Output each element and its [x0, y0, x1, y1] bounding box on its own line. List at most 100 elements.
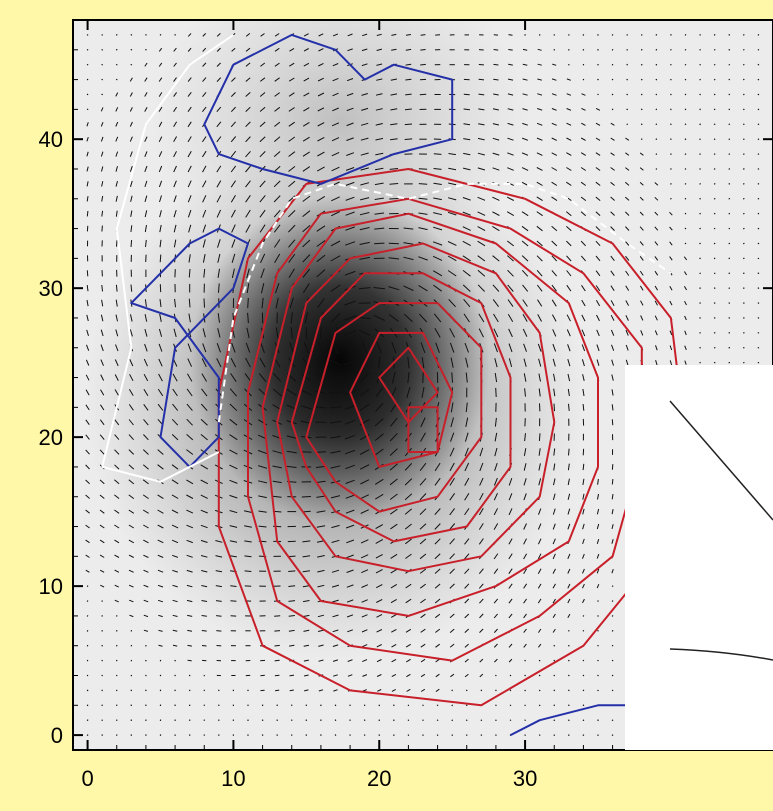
- vector-segment: [217, 268, 220, 278]
- vector-segment: [347, 341, 353, 355]
- vector-segment: [670, 34, 672, 36]
- vector-segment: [216, 180, 222, 188]
- vector-segment: [86, 630, 89, 632]
- vector-segment: [331, 166, 340, 172]
- vector-segment: [288, 224, 296, 233]
- vector-segment: [171, 509, 179, 514]
- vector-segment: [522, 299, 528, 307]
- vector-segment: [144, 225, 147, 233]
- vector-segment: [595, 137, 601, 141]
- vector-segment: [670, 93, 672, 96]
- vector-segment: [332, 92, 339, 97]
- vector-segment: [699, 34, 701, 36]
- vector-segment: [462, 226, 471, 231]
- vector-segment: [611, 374, 614, 381]
- vector-segment: [699, 78, 701, 81]
- vector-segment: [418, 227, 428, 231]
- vector-segment: [230, 600, 237, 602]
- vector-segment: [143, 599, 149, 603]
- vector-segment: [376, 341, 382, 354]
- vector-segment: [538, 643, 542, 648]
- vector-segment: [447, 255, 457, 262]
- vector-segment: [463, 93, 470, 96]
- vector-segment: [610, 329, 615, 336]
- vector-segment: [260, 253, 266, 264]
- vector-segment: [582, 598, 585, 604]
- vector-segment: [580, 152, 586, 156]
- vector-segment: [245, 209, 251, 218]
- vector-segment: [639, 152, 644, 156]
- vector-segment: [699, 63, 701, 66]
- vector-segment: [101, 284, 103, 292]
- vector-segment: [566, 226, 572, 232]
- vector-segment: [346, 554, 354, 559]
- vector-segment: [145, 48, 147, 51]
- vector-segment: [713, 78, 716, 81]
- vector-segment: [596, 344, 600, 352]
- vector-segment: [390, 78, 397, 81]
- vector-segment: [581, 93, 586, 96]
- vector-segment: [553, 719, 556, 722]
- vector-segment: [173, 239, 177, 248]
- vector-segment: [115, 284, 118, 292]
- vector-segment: [479, 658, 484, 663]
- vector-segment: [159, 313, 162, 322]
- vector-segment: [449, 508, 455, 516]
- vector-segment: [303, 107, 310, 112]
- vector-segment: [86, 63, 89, 66]
- vector-segment: [478, 78, 485, 81]
- vector-segment: [86, 210, 89, 217]
- vector-segment: [403, 313, 413, 323]
- vector-segment: [625, 226, 630, 231]
- vector-segment: [582, 403, 585, 411]
- vector-segment: [142, 479, 149, 485]
- vector-segment: [597, 600, 599, 602]
- vector-segment: [670, 138, 672, 141]
- vector-segment: [523, 448, 527, 456]
- vector-segment: [552, 553, 556, 560]
- vector-segment: [419, 538, 427, 545]
- vector-segment: [216, 615, 222, 617]
- vector-segment: [158, 644, 163, 647]
- vector-segment: [259, 151, 266, 158]
- vector-segment: [346, 122, 354, 127]
- vector-segment: [345, 226, 355, 231]
- vector-segment: [100, 151, 104, 157]
- vector-segment: [538, 388, 541, 397]
- vector-segment: [100, 122, 104, 127]
- vector-segment: [274, 92, 280, 97]
- vector-segment: [344, 360, 357, 366]
- vector-segment: [699, 153, 701, 155]
- vector-segment: [743, 302, 745, 304]
- vector-segment: [611, 108, 614, 111]
- vector-segment: [344, 270, 356, 276]
- vector-segment: [390, 123, 398, 126]
- vector-segment: [187, 209, 192, 218]
- vector-segment: [257, 449, 268, 455]
- vector-segment: [159, 299, 162, 308]
- vector-segment: [422, 719, 424, 722]
- vector-segment: [434, 583, 441, 589]
- vector-segment: [303, 342, 309, 354]
- vector-segment: [114, 464, 120, 470]
- vector-segment: [493, 49, 499, 51]
- vector-segment: [713, 123, 716, 126]
- vector-segment: [404, 463, 413, 471]
- vector-segment: [639, 167, 644, 171]
- vector-segment: [640, 123, 643, 126]
- vector-segment: [218, 283, 220, 293]
- vector-segment: [757, 212, 760, 215]
- vector-segment: [728, 242, 731, 245]
- vector-segment: [114, 389, 119, 396]
- vector-segment: [359, 403, 370, 412]
- vector-segment: [317, 298, 325, 309]
- vector-segment: [144, 328, 148, 337]
- vector-segment: [378, 719, 381, 722]
- vector-segment: [390, 613, 397, 618]
- vector-segment: [521, 152, 529, 156]
- vector-segment: [317, 107, 325, 112]
- vector-segment: [684, 78, 687, 81]
- vector-segment: [477, 211, 486, 216]
- vector-segment: [245, 77, 251, 82]
- vector-segment: [521, 167, 529, 171]
